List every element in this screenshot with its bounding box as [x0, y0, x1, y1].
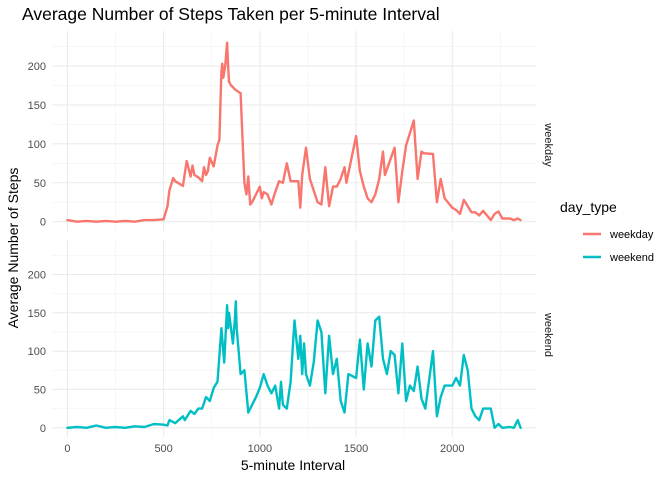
y-tick-label: 100 [28, 346, 46, 358]
y-tick-label: 200 [28, 269, 46, 281]
series-line-weekday [66, 41, 522, 223]
x-tick-label: 1000 [248, 443, 272, 455]
legend-label-weekend: weekend [609, 252, 654, 264]
y-tick-label: 0 [40, 423, 46, 435]
y-tick-label: 150 [28, 100, 46, 112]
strip-label-weekend: weekend [542, 312, 554, 357]
x-axis-title: 5-minute Interval [241, 457, 345, 473]
y-tick-label: 50 [34, 178, 46, 190]
series-line-weekend [66, 300, 522, 429]
chart-title: Average Number of Steps Taken per 5-minu… [22, 4, 440, 24]
y-tick-label: 50 [34, 384, 46, 396]
y-axis-title: Average Number of Steps [5, 168, 21, 329]
x-tick-label: 0 [64, 443, 70, 455]
x-tick-label: 2000 [440, 443, 464, 455]
y-tick-label: 0 [40, 217, 46, 229]
legend-label-weekday: weekday [609, 229, 654, 241]
x-tick-label: 1500 [344, 443, 368, 455]
legend-title: day_type [560, 199, 617, 215]
y-tick-label: 100 [28, 139, 46, 151]
strip-label-weekday: weekday [542, 122, 554, 167]
x-tick-label: 500 [154, 443, 172, 455]
legend: day_type weekday weekend [560, 199, 654, 264]
y-tick-label: 150 [28, 308, 46, 320]
y-tick-label: 200 [28, 61, 46, 73]
